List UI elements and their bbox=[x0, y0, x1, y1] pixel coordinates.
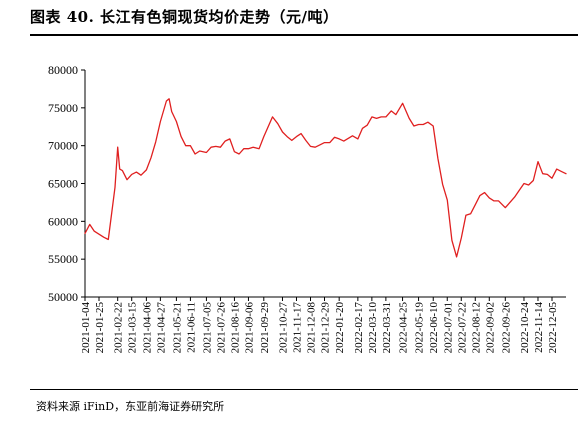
x-tick-label: 2022-03-31 bbox=[381, 302, 393, 353]
x-tick-label: 2021-09-29 bbox=[259, 302, 271, 354]
x-tick-label: 2021-09-06 bbox=[243, 302, 255, 354]
x-tick-label: 2021-07-26 bbox=[215, 302, 227, 354]
x-tick-label: 2021-12-08 bbox=[305, 302, 317, 354]
x-axis-ticks: 2021-01-04 2021-01-25 2021-02-22 2021-03-15… bbox=[80, 297, 559, 353]
x-tick-label: 2022-04-25 bbox=[398, 302, 410, 354]
source-note: 资料来源 iFinD，东亚前海证券研究所 bbox=[36, 400, 225, 413]
x-tick-label: 2022-11-14 bbox=[533, 302, 545, 353]
title-rule bbox=[30, 34, 578, 36]
y-tick-label: 70000 bbox=[48, 139, 78, 153]
x-tick-label: 2021-12-29 bbox=[319, 302, 331, 354]
series-layer bbox=[84, 98, 567, 258]
series-line bbox=[84, 98, 567, 258]
x-tick-label: 2021-08-16 bbox=[229, 302, 241, 354]
x-tick-label: 2021-01-25 bbox=[94, 302, 106, 354]
x-tick-label: 2021-04-27 bbox=[155, 302, 167, 354]
x-tick-label: 2022-07-01 bbox=[442, 302, 454, 353]
x-tick-label: 2022-07-22 bbox=[456, 302, 468, 353]
x-tick-label: 2022-06-10 bbox=[428, 302, 440, 354]
x-tick-label: 2021-07-05 bbox=[201, 302, 213, 354]
chart-title: 图表 40. 长江有色铜现货均价走势（元/吨） bbox=[30, 8, 339, 26]
x-tick-label: 2021-11-17 bbox=[291, 302, 303, 353]
y-tick-label: 80000 bbox=[48, 63, 78, 77]
x-tick-label: 2021-03-15 bbox=[127, 302, 139, 354]
y-tick-label: 75000 bbox=[48, 101, 78, 115]
x-tick-label: 2021-10-27 bbox=[277, 302, 289, 354]
x-tick-label: 2022-03-10 bbox=[367, 302, 379, 354]
y-tick-label: 55000 bbox=[48, 252, 78, 266]
x-tick-label: 2021-06-11 bbox=[185, 302, 197, 353]
x-tick-label: 2022-10-24 bbox=[519, 302, 531, 354]
x-tick-label: 2022-02-17 bbox=[353, 302, 365, 354]
x-tick-label: 2022-12-05 bbox=[547, 302, 559, 354]
x-tick-label: 2022-08-12 bbox=[470, 302, 482, 353]
y-tick-label: 65000 bbox=[48, 177, 78, 191]
y-axis-ticks: 50000 55000 60000 65000 70000 75000 80000 bbox=[48, 63, 85, 304]
x-tick-label: 2022-05-19 bbox=[414, 302, 426, 354]
y-tick-label: 60000 bbox=[48, 214, 78, 228]
x-tick-label: 2021-01-04 bbox=[80, 302, 92, 354]
x-tick-label: 2021-05-21 bbox=[171, 302, 183, 353]
line-chart: 50000 55000 60000 65000 70000 75000 80000 2021… bbox=[48, 63, 567, 353]
x-tick-label: 2022-09-26 bbox=[500, 302, 512, 354]
x-tick-label: 2022-01-20 bbox=[334, 302, 346, 354]
x-tick-label: 2021-04-06 bbox=[141, 302, 153, 354]
x-tick-label: 2021-02-22 bbox=[113, 302, 125, 353]
y-tick-label: 50000 bbox=[48, 290, 78, 304]
x-tick-label: 2022-09-02 bbox=[484, 302, 496, 353]
source-rule bbox=[30, 389, 578, 390]
